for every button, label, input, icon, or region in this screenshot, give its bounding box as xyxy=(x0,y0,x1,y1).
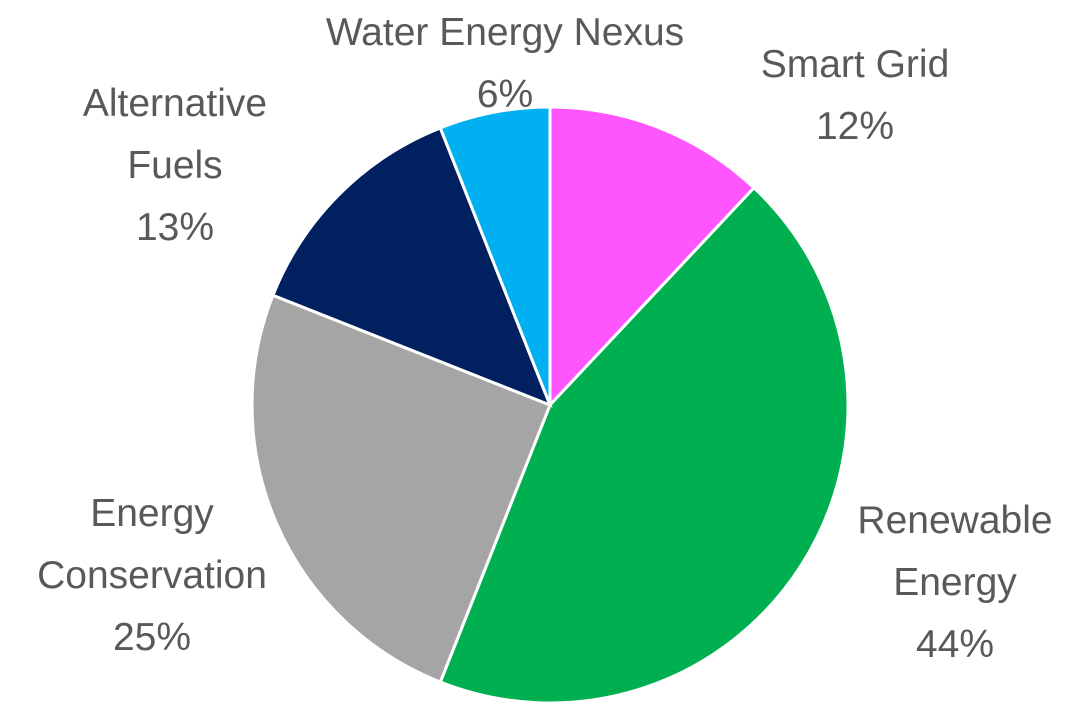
pie-slice xyxy=(548,105,757,409)
value-label: 44% xyxy=(915,623,995,666)
category-label: Alternative Fuels xyxy=(82,82,268,187)
pie-slice xyxy=(438,105,552,406)
data-label: Smart Grid 12% xyxy=(705,34,1005,158)
value-label: 25% xyxy=(112,616,192,659)
data-label: Alternative Fuels 13% xyxy=(45,73,305,259)
value-label: 12% xyxy=(815,105,895,148)
pie-slice xyxy=(270,125,553,408)
category-label: Renewable Energy xyxy=(857,499,1053,604)
pie-slice xyxy=(438,185,850,704)
value-label: 13% xyxy=(135,206,215,249)
data-label: Energy Conservation 25% xyxy=(0,483,312,669)
category-label: Smart Grid xyxy=(760,43,950,86)
category-label: Water Energy Nexus xyxy=(325,11,685,54)
category-label: Energy Conservation xyxy=(37,492,267,597)
value-label: 6% xyxy=(476,73,534,116)
pie-slice xyxy=(250,293,552,685)
data-label: Water Energy Nexus 6% xyxy=(255,2,755,126)
data-label: Renewable Energy 44% xyxy=(830,490,1080,676)
